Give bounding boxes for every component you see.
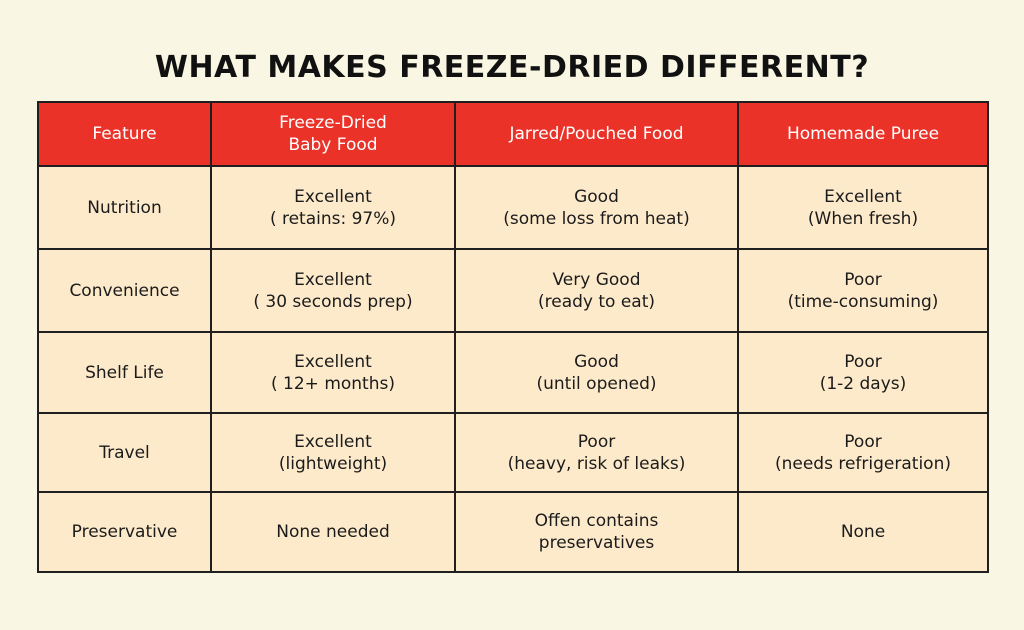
cell-line: Excellent [294,186,372,207]
jarred-cell: Poor (heavy, risk of leaks) [454,412,739,493]
cell-line: ( 30 seconds prep) [253,291,413,312]
cell-line: (When fresh) [807,208,919,229]
header-jarred-pouched: Jarred/Pouched Food [454,101,739,167]
cell-line: Very Good [552,269,641,290]
homemade-cell: Excellent (When fresh) [737,165,989,250]
header-text: Homemade Puree [786,124,940,144]
feature-cell: Preservative [37,491,212,573]
cell-line: (lightweight) [278,453,388,474]
cell-line: None [840,522,886,542]
cell-line: (1-2 days) [819,373,907,394]
table-row: Shelf Life Excellent ( 12+ months) Good … [37,331,989,414]
cell-line: Poor [844,351,882,372]
header-feature: Feature [37,101,212,167]
jarred-cell: Offen contains preservatives [454,491,739,573]
homemade-cell: Poor (needs refrigeration) [737,412,989,493]
table-row: Travel Excellent (lightweight) Poor (hea… [37,412,989,493]
cell-line: Excellent [294,269,372,290]
feature-cell: Convenience [37,248,212,333]
cell-line: Poor [577,431,616,452]
freeze-dried-cell: None needed [210,491,456,573]
homemade-cell: Poor (time-consuming) [737,248,989,333]
cell-line: Excellent [824,186,902,207]
feature-cell: Shelf Life [37,331,212,414]
cell-line: Poor [844,431,882,452]
cell-line: (time-consuming) [787,291,939,312]
jarred-cell: Good (until opened) [454,331,739,414]
feature-cell: Travel [37,412,212,493]
cell-line: None needed [276,522,390,542]
header-text: Jarred/Pouched Food [509,124,684,144]
freeze-dried-cell: Excellent (lightweight) [210,412,456,493]
page-title: WHAT MAKES FREEZE-DRIED DIFFERENT? [154,50,870,85]
cell-line: (some loss from heat) [503,208,690,229]
cell-line: (needs refrigeration) [774,453,951,474]
jarred-cell: Very Good (ready to eat) [454,248,739,333]
cell-line: (heavy, risk of leaks) [507,453,686,474]
header-homemade: Homemade Puree [737,101,989,167]
freeze-dried-cell: Excellent ( 30 seconds prep) [210,248,456,333]
cell-line: Poor [844,269,882,290]
cell-line: ( retains: 97%) [269,208,397,229]
jarred-cell: Good (some loss from heat) [454,165,739,250]
table-row: Convenience Excellent ( 30 seconds prep)… [37,248,989,333]
cell-line: Excellent [294,351,372,372]
homemade-cell: Poor (1-2 days) [737,331,989,414]
comparison-table: Feature Freeze-Dried Baby Food Jarred/Po… [37,101,989,573]
freeze-dried-cell: Excellent ( retains: 97%) [210,165,456,250]
header-text: Freeze-Dried [279,113,387,133]
cell-line: preservatives [538,533,655,553]
feature-cell: Nutrition [37,165,212,250]
table-row: Preservative None needed Offen contains … [37,491,989,573]
cell-line: (ready to eat) [537,291,656,312]
freeze-dried-cell: Excellent ( 12+ months) [210,331,456,414]
header-text: Feature [92,124,157,144]
cell-line: Good [574,186,619,207]
cell-line: Offen contains [534,511,659,531]
cell-line: Good [574,351,619,372]
homemade-cell: None [737,491,989,573]
header-text: Baby Food [288,135,378,155]
header-freeze-dried: Freeze-Dried Baby Food [210,101,456,167]
cell-line: ( 12+ months) [271,373,395,394]
cell-line: Excellent [294,431,372,452]
table-row: Nutrition Excellent ( retains: 97%) Good… [37,165,989,250]
cell-line: (until opened) [536,373,657,394]
header-row: Feature Freeze-Dried Baby Food Jarred/Po… [37,101,989,167]
